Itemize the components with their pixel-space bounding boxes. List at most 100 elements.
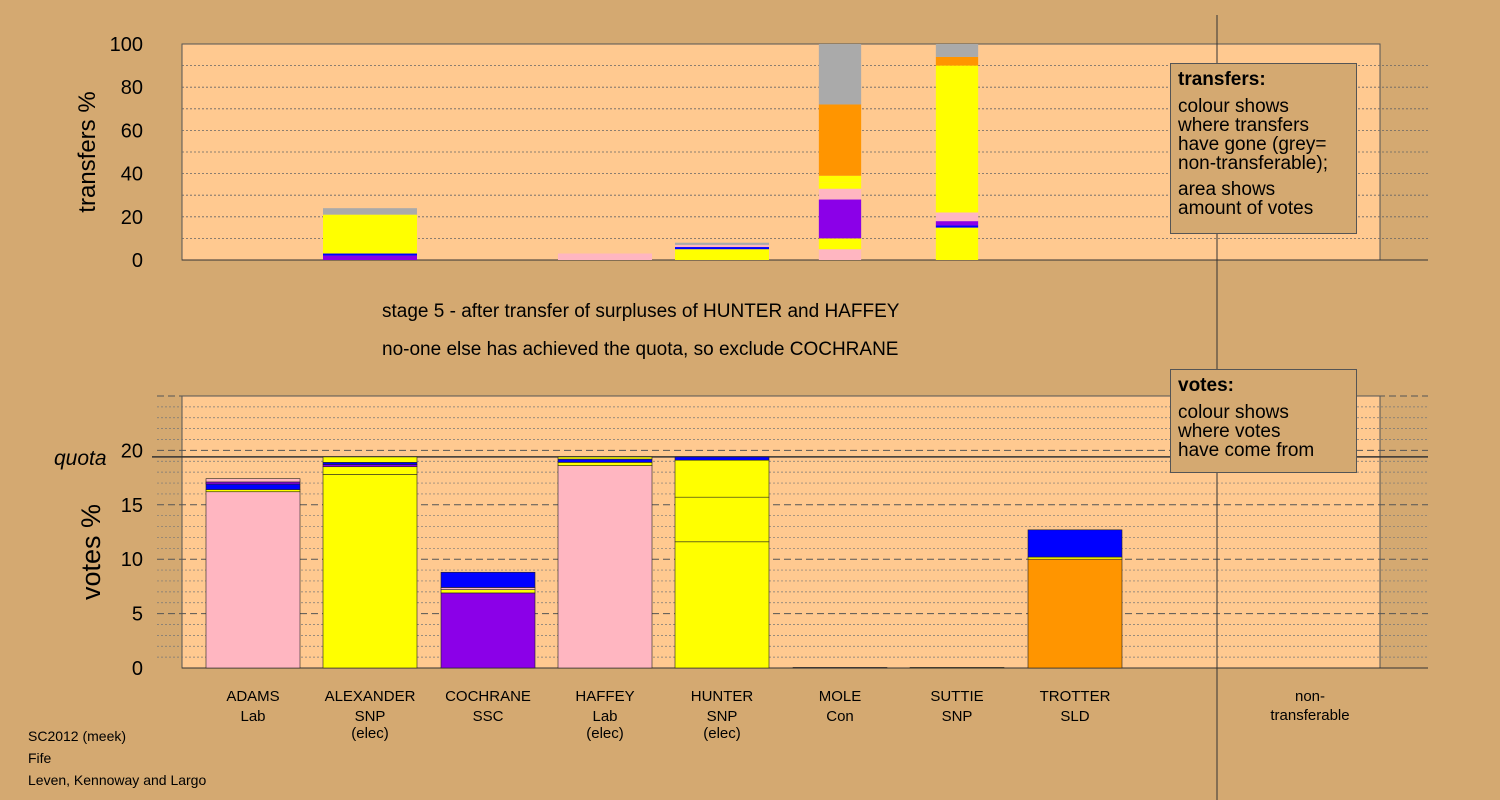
votes-legend: votes: colour shows where votes have com…: [1170, 369, 1357, 473]
vote-segment-SNP: [674, 541, 770, 669]
transfers-tick-label: 80: [121, 77, 143, 99]
transfer-segment-SSC: [323, 255, 417, 260]
vote-segment-Con: [322, 462, 418, 465]
votes-legend-text: colour shows where votes have come from: [1178, 403, 1348, 460]
transfer-segment-Lab: [675, 244, 769, 248]
vote-segment-SNP: [205, 489, 301, 493]
votes-legend-line: colour shows: [1178, 402, 1289, 423]
transfer-segment-nontransferable: [935, 44, 979, 57]
transfer-segment-Lab: [935, 212, 979, 222]
party-label: SNP: [707, 708, 738, 725]
votes-legend-line: have come from: [1178, 440, 1315, 461]
transfers-axis-title: transfers %: [74, 91, 101, 212]
transfers-legend-line: amount of votes: [1178, 198, 1314, 219]
transfer-segment-SLD: [818, 104, 862, 176]
transfers-legend-line: have gone (grey=: [1178, 134, 1327, 155]
transfer-segment-nontransferable: [675, 242, 769, 245]
elected-label: (elec): [586, 725, 624, 742]
party-label: Lab: [592, 708, 617, 725]
vote-segment-SNP: [557, 462, 653, 466]
vote-segment-SNP: [557, 456, 653, 460]
transfer-segment-SNP: [818, 238, 862, 250]
category-label: HAFFEY: [575, 688, 634, 705]
transfer-segment-SNP: [323, 214, 417, 254]
transfer-segment-Lab: [818, 249, 862, 260]
category-label: TROTTER: [1040, 688, 1111, 705]
transfers-legend-line: where transfers: [1178, 115, 1309, 136]
stage-description-line1: stage 5 - after transfer of surpluses of…: [382, 301, 900, 322]
transfer-segment-SLD: [935, 56, 979, 66]
transfer-segment-SSC: [935, 221, 979, 226]
category-label: non-: [1295, 688, 1325, 705]
transfer-segment-SNP: [675, 249, 769, 260]
votes-tick-label: 10: [121, 549, 143, 571]
category-label: transferable: [1270, 707, 1349, 724]
vote-segment-SNP: [440, 589, 536, 594]
transfer-segment-Con: [935, 225, 979, 228]
party-label: SLD: [1060, 708, 1089, 725]
transfer-segment-SSC: [818, 199, 862, 239]
elected-label: (elec): [703, 725, 741, 742]
votes-tick-label: 0: [132, 658, 143, 680]
transfer-segment-SNP: [935, 227, 979, 260]
transfer-segment-Lab: [558, 253, 652, 260]
vote-segment-Lab: [205, 478, 301, 483]
votes-tick-label: 15: [121, 495, 143, 517]
transfer-segment-nontransferable: [818, 44, 862, 105]
transfers-tick-label: 100: [110, 34, 143, 56]
transfers-legend-line: non-transferable);: [1178, 153, 1328, 174]
vote-segment-SLD: [1027, 558, 1123, 669]
vote-segment-SSC: [440, 592, 536, 669]
party-label: SNP: [355, 708, 386, 725]
transfers-tick-label: 60: [121, 120, 143, 142]
vote-segment-SNP: [322, 466, 418, 475]
vote-segment-Con: [440, 571, 536, 588]
footer-ward: Leven, Kennoway and Largo: [28, 772, 207, 788]
category-label: HUNTER: [691, 688, 754, 705]
votes-tick-label: 20: [121, 440, 143, 462]
vote-segment-SNP: [674, 459, 770, 498]
votes-legend-title: votes:: [1178, 375, 1234, 396]
party-label: Con: [826, 708, 854, 725]
vote-segment-Lab: [440, 587, 536, 590]
votes-axis-title: votes %: [76, 504, 106, 600]
transfers-legend-title: transfers:: [1178, 69, 1266, 90]
vote-segment-SNP: [1027, 556, 1123, 560]
transfer-segment-nontransferable: [323, 208, 417, 215]
vote-segment-SNP: [674, 496, 770, 543]
category-label: MOLE: [819, 688, 862, 705]
transfers-legend: transfers: colour shows where transfers …: [1170, 63, 1357, 234]
category-label: ALEXANDER: [325, 688, 416, 705]
transfer-segment-Con: [675, 247, 769, 250]
transfers-tick-label: 40: [121, 164, 143, 186]
elected-label: (elec): [351, 725, 389, 742]
transfer-segment-SNP: [818, 182, 862, 189]
vote-segment-SNP: [322, 456, 418, 463]
transfers-legend-text1: colour shows where transfers have gone (…: [1178, 97, 1348, 173]
party-label: Lab: [240, 708, 265, 725]
transfers-legend-text2: area shows amount of votes: [1178, 180, 1348, 218]
party-label: SSC: [473, 708, 504, 725]
party-label: SNP: [942, 708, 973, 725]
vote-segment-Lab: [205, 491, 301, 669]
transfers-tick-label: 20: [121, 207, 143, 229]
stage-description-line2: no-one else has achieved the quota, so e…: [382, 339, 899, 360]
transfers-legend-line: area shows: [1178, 179, 1276, 200]
transfer-segment-SNP: [818, 175, 862, 183]
footer-election: SC2012 (meek): [28, 728, 127, 744]
vote-segment-Con: [1027, 529, 1123, 558]
transfer-segment-Lab: [818, 188, 862, 200]
vote-segment-SSC: [205, 481, 301, 485]
votes-tick-label: 5: [132, 604, 143, 626]
category-label: ADAMS: [226, 688, 279, 705]
footer-council: Fife: [28, 750, 52, 766]
votes-legend-line: where votes: [1178, 421, 1281, 442]
vote-segment-Lab: [557, 465, 653, 669]
transfer-segment-Con: [323, 253, 417, 256]
category-label: COCHRANE: [445, 688, 531, 705]
transfers-tick-label: 0: [132, 250, 143, 272]
quota-label: quota: [54, 447, 107, 470]
transfers-legend-line: colour shows: [1178, 96, 1289, 117]
vote-segment-Con: [792, 667, 888, 669]
vote-segment-Con: [674, 456, 770, 461]
